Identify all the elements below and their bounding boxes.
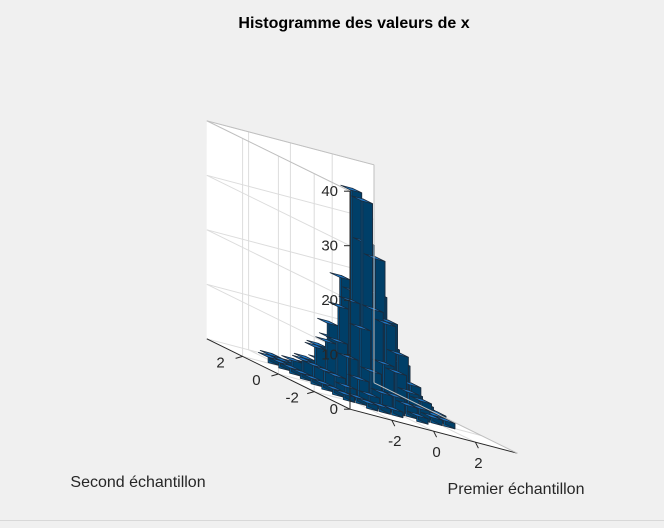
bar-top-face bbox=[420, 411, 443, 421]
bar-top-face bbox=[349, 322, 372, 332]
bar-top-face bbox=[383, 391, 406, 400]
grid-line bbox=[206, 229, 351, 301]
x-tick-mark bbox=[474, 441, 479, 449]
bar-top-face bbox=[385, 367, 407, 377]
bar-top-face bbox=[397, 387, 420, 396]
y-tick-label: -2 bbox=[286, 390, 299, 407]
x-tick-label: 2 bbox=[474, 455, 482, 472]
x-tick-mark bbox=[391, 419, 396, 427]
bar-top-face bbox=[370, 387, 393, 397]
x-axis-label: Premier échantillon bbox=[448, 481, 585, 498]
bar-top-face bbox=[363, 253, 386, 262]
bar-top-face bbox=[317, 317, 339, 327]
y-tick-mark bbox=[307, 391, 315, 395]
bar-top-face bbox=[293, 352, 316, 362]
bar-top-face bbox=[327, 301, 350, 310]
bar-top-face bbox=[324, 370, 347, 380]
z-tick-label: 10 bbox=[321, 347, 338, 364]
bar-top-face bbox=[306, 339, 329, 349]
bar-top-face bbox=[315, 336, 338, 345]
y-tick-label: 0 bbox=[252, 372, 260, 389]
bar-top-face bbox=[368, 400, 391, 410]
histogram-bar bbox=[311, 378, 334, 393]
histogram-bar bbox=[433, 415, 456, 430]
bar-top-face bbox=[356, 397, 379, 407]
grid-line bbox=[206, 174, 375, 220]
histogram-bar bbox=[406, 410, 429, 425]
x-tick-label: 0 bbox=[432, 444, 440, 461]
bar-top-face bbox=[408, 403, 431, 412]
bar-top-face bbox=[360, 366, 382, 375]
bar-top-face bbox=[386, 349, 409, 358]
x-tick-label: -2 bbox=[388, 433, 401, 450]
bar-top-face bbox=[333, 388, 355, 398]
x-tick-mark bbox=[433, 430, 438, 438]
bar-top-face bbox=[329, 272, 352, 281]
bar-top-face bbox=[372, 358, 395, 368]
bar-top-face bbox=[351, 195, 373, 205]
bar-top-face bbox=[395, 399, 418, 409]
bar-top-face bbox=[304, 341, 327, 351]
z-tick-label: 20 bbox=[321, 292, 338, 309]
bar-top-face bbox=[381, 404, 404, 413]
bar-top-face bbox=[281, 355, 304, 364]
y-axis-label: Second échantillon bbox=[70, 474, 205, 491]
bar-top-face bbox=[374, 318, 397, 328]
z-tick-label: 40 bbox=[321, 183, 338, 200]
bar-top-face bbox=[406, 410, 429, 420]
bar-top-face bbox=[347, 373, 370, 383]
bar-top-face bbox=[358, 390, 381, 399]
back-top-edge bbox=[206, 120, 375, 166]
left-top-edge bbox=[206, 120, 351, 192]
grid-line bbox=[206, 174, 351, 247]
bar-top-face bbox=[336, 352, 359, 361]
bar-top-face bbox=[410, 395, 433, 405]
z-tick-label: 0 bbox=[330, 401, 338, 418]
bar-top-face bbox=[270, 355, 293, 364]
y-tick-mark bbox=[235, 355, 243, 359]
bar-top-face bbox=[433, 415, 456, 424]
y-tick-label: 2 bbox=[216, 354, 224, 371]
floor-edge bbox=[373, 382, 518, 454]
bar-top-face bbox=[340, 184, 363, 194]
bar-top-face bbox=[325, 336, 348, 345]
chart-title: Histogramme des valeurs de x bbox=[238, 15, 469, 32]
grid-line bbox=[206, 229, 375, 275]
axis-lines bbox=[206, 120, 518, 454]
figure-bottom-strip bbox=[0, 520, 664, 528]
histogram-bar bbox=[290, 367, 313, 382]
y-tick-mark bbox=[271, 373, 279, 377]
z-tick-label: 30 bbox=[321, 238, 338, 255]
bar-top-face bbox=[334, 381, 357, 391]
histogram-bar bbox=[381, 404, 404, 419]
